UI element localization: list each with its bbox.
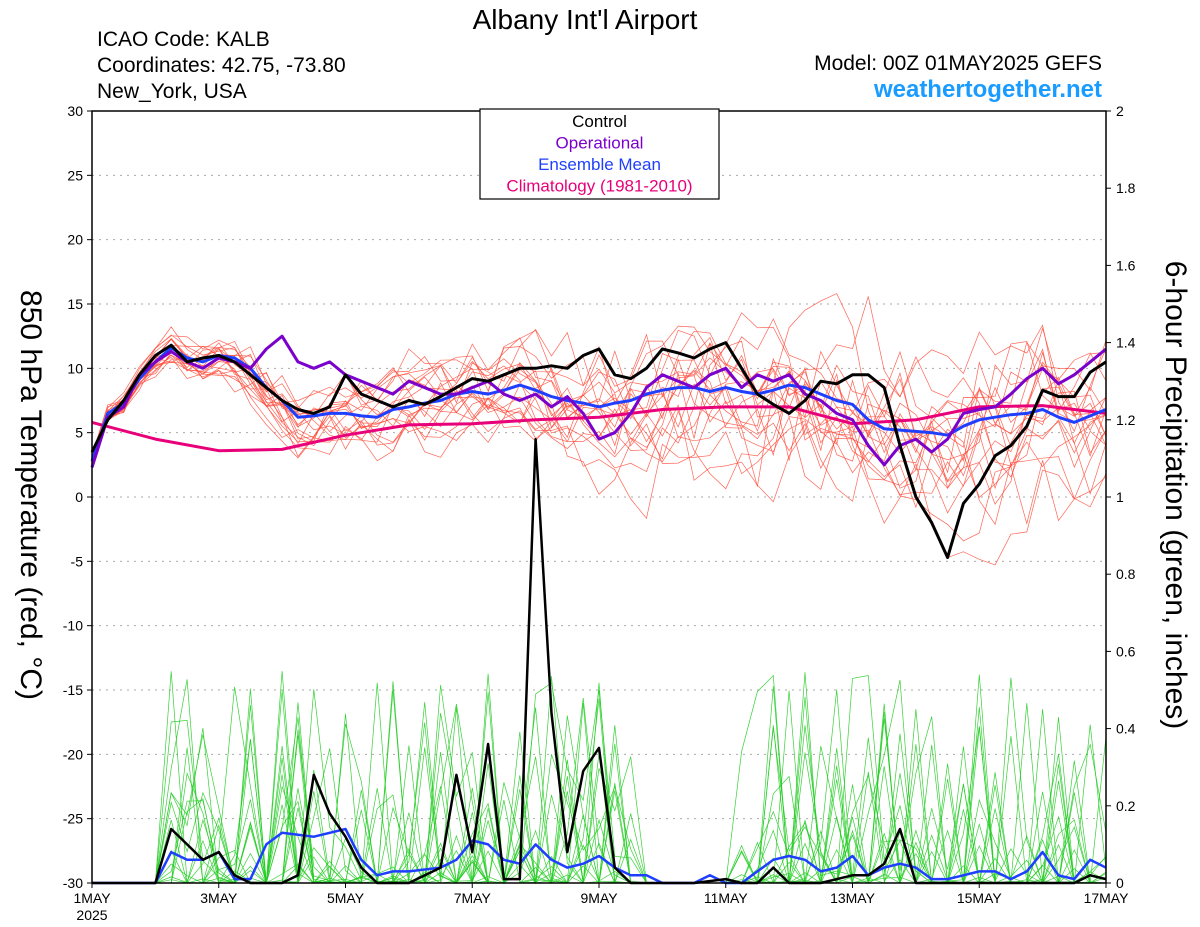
- precipitation-member-line: [92, 677, 1106, 884]
- temp-ensemble-mean-line: [90, 346, 1107, 462]
- y2-tick-label: 1: [1116, 489, 1124, 505]
- main-series: [90, 334, 1107, 885]
- y-tick-label: -10: [63, 618, 83, 634]
- x-tick-label: 15MAY: [957, 890, 1003, 906]
- coordinates: Coordinates: 42.75, -73.80: [97, 54, 346, 77]
- y-tick-label: -25: [63, 811, 83, 827]
- y2-tick-label: 1.8: [1116, 180, 1136, 196]
- y2-tick-label: 0: [1116, 875, 1124, 891]
- temperature-member-line: [91, 354, 1107, 542]
- precipitation-members: [92, 671, 1107, 885]
- y2-tick-label: 0.8: [1116, 566, 1136, 582]
- precip-ensemble-mean-line: [92, 827, 1107, 885]
- x-year-label: 2025: [76, 907, 107, 923]
- y-tick-label: 10: [67, 360, 83, 376]
- x-tick-label: 13MAY: [830, 890, 876, 906]
- y-tick-label: 30: [67, 103, 83, 119]
- grid-lines: [92, 174, 1106, 820]
- temperature-member-line: [91, 328, 1107, 489]
- y2-tick-label: 1.4: [1116, 335, 1136, 351]
- x-tick-label: 7MAY: [454, 890, 492, 906]
- climatology-line: [91, 404, 1107, 453]
- x-tick-label: 5MAY: [327, 890, 365, 906]
- location: New_York, USA: [97, 80, 247, 103]
- temperature-member-line: [91, 340, 1107, 487]
- chart-title: Albany Int'l Airport: [472, 4, 698, 35]
- y2-tick-label: 2: [1116, 103, 1124, 119]
- x-tick-label: 17MAY: [1084, 890, 1130, 906]
- temperature-members: [91, 293, 1107, 566]
- y-tick-label: 0: [75, 489, 83, 505]
- axes: 302520151050-5-10-15-20-25-3021.81.61.41…: [63, 103, 1136, 923]
- precipitation-member-line: [92, 690, 1106, 884]
- temperature-member-line: [91, 330, 1107, 526]
- legend: Control Operational Ensemble Mean Climatolo…: [479, 108, 720, 200]
- y-tick-label: 20: [67, 232, 83, 248]
- temperature-member-line: [91, 312, 1107, 495]
- legend-climatology: Climatology (1981-2010): [506, 177, 692, 196]
- y2-tick-label: 0.2: [1116, 798, 1136, 814]
- legend-box: [479, 108, 720, 200]
- legend-operational: Operational: [556, 134, 644, 153]
- y2-tick-label: 1.2: [1116, 412, 1136, 428]
- icao-code: ICAO Code: KALB: [97, 28, 270, 51]
- temperature-member-line: [91, 333, 1107, 495]
- y-tick-label: 5: [75, 425, 83, 441]
- precip-control-line: [92, 437, 1107, 885]
- y-tick-label: -30: [63, 875, 83, 891]
- precipitation-member-line: [92, 671, 1107, 884]
- x-tick-label: 3MAY: [200, 890, 238, 906]
- y-tick-label: 25: [67, 167, 83, 183]
- temp-operational-line: [90, 334, 1107, 468]
- temperature-member-line: [91, 337, 1107, 478]
- legend-ensemble-mean: Ensemble Mean: [538, 155, 661, 174]
- x-tick-label: 9MAY: [580, 890, 618, 906]
- x-tick-label: 1MAY: [73, 890, 111, 906]
- x-tick-label: 11MAY: [704, 890, 748, 906]
- y-tick-label: -5: [71, 553, 84, 569]
- y2-tick-label: 0.6: [1116, 643, 1136, 659]
- y-tick-label: 15: [67, 296, 83, 312]
- legend-control: Control: [572, 112, 627, 131]
- temperature-member-line: [91, 336, 1107, 477]
- y2-tick-label: 0.4: [1116, 721, 1136, 737]
- site-link[interactable]: weathertogether.net: [873, 76, 1102, 103]
- y-tick-label: -20: [63, 746, 83, 762]
- y2-tick-label: 1.6: [1116, 257, 1136, 273]
- y-tick-label: -15: [63, 682, 83, 698]
- model-run: Model: 00Z 01MAY2025 GEFS: [814, 52, 1102, 75]
- temp-control-line: [90, 341, 1107, 559]
- temperature-member-line: [91, 326, 1107, 520]
- temperature-member-line: [91, 352, 1107, 490]
